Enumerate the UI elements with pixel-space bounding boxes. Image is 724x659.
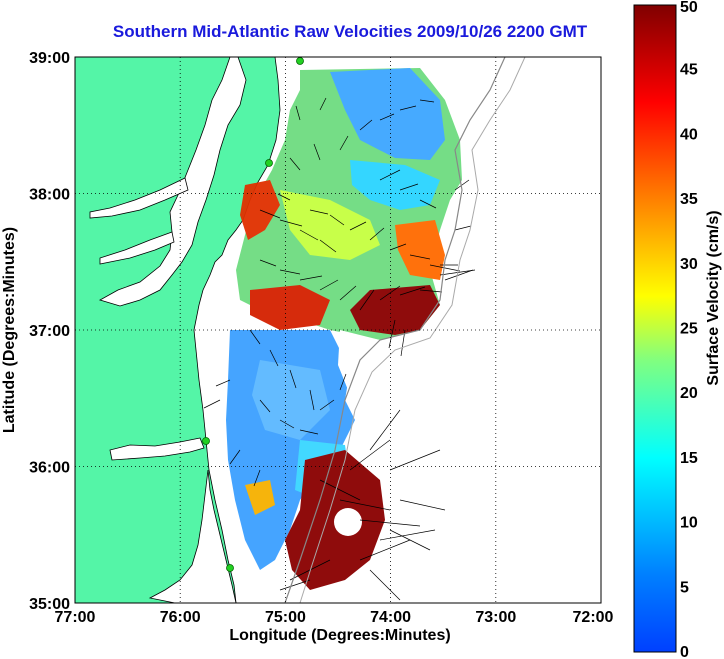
colorbar-tick-label: 25	[680, 321, 698, 338]
colorbar-tick-label: 20	[680, 385, 698, 402]
colorbar-tick-label: 40	[680, 126, 698, 143]
pamlico-sound	[148, 469, 237, 603]
colorbar-title: Surface Velocity (cm/s)	[705, 210, 722, 385]
map-grid	[75, 57, 601, 603]
radar-station-marker	[296, 57, 304, 65]
bathymetry-contour	[299, 56, 526, 604]
y-axis-title: Latitude (Degrees:Minutes)	[1, 227, 18, 433]
x-tick-label: 72:00	[573, 609, 614, 626]
radar-station-marker	[226, 564, 234, 572]
radar-station-marker	[202, 437, 210, 445]
albemarle-sound	[109, 437, 205, 461]
x-tick-label: 76:00	[160, 609, 201, 626]
colorbar-tick-label: 35	[680, 191, 698, 208]
y-tick-label: 39:00	[29, 50, 70, 67]
x-tick-label: 74:00	[370, 609, 411, 626]
plot-frame	[74, 56, 602, 604]
x-tick-label: 73:00	[475, 609, 516, 626]
y-tick-label: 35:00	[29, 596, 70, 613]
colorbar-tick-label: 0	[680, 644, 689, 659]
x-tick-label: 75:00	[265, 609, 306, 626]
colorbar-tick-label: 45	[680, 62, 698, 79]
colorbar-scale	[633, 4, 677, 653]
y-tick-label: 38:00	[29, 187, 70, 204]
colorbar: 0 5 10 15 20 25 30 35 40 45 50 Surface V…	[633, 0, 722, 659]
colorbar-tick-label: 30	[680, 256, 698, 273]
chesapeake-bay	[98, 57, 247, 307]
x-tick-label: 77:00	[55, 609, 96, 626]
y-tick-label: 36:00	[29, 460, 70, 477]
bathymetry-contour	[284, 56, 506, 604]
velocity-arrows	[203, 97, 476, 601]
radar-stations	[202, 57, 304, 572]
x-axis-title: Longitude (Degrees:Minutes)	[229, 627, 450, 644]
map-title: Southern Mid-Atlantic Raw Velocities 200…	[112, 22, 588, 41]
x-axis: 77:00 76:00 75:00 74:00 73:00 72:00 Long…	[55, 609, 614, 644]
radar-station-marker	[265, 159, 273, 167]
colorbar-tick-label: 10	[680, 515, 698, 532]
colorbar-tick-label: 50	[680, 0, 698, 16]
land-mainland	[75, 57, 281, 603]
colorbar-tick-label: 15	[680, 450, 698, 467]
colorbar-tick-label: 5	[680, 579, 689, 596]
y-tick-label: 37:00	[29, 323, 70, 340]
potomac-estuary	[89, 177, 189, 219]
york-estuary	[99, 231, 175, 265]
y-axis: 39:00 38:00 37:00 36:00 35:00 Latitude (…	[1, 50, 70, 613]
